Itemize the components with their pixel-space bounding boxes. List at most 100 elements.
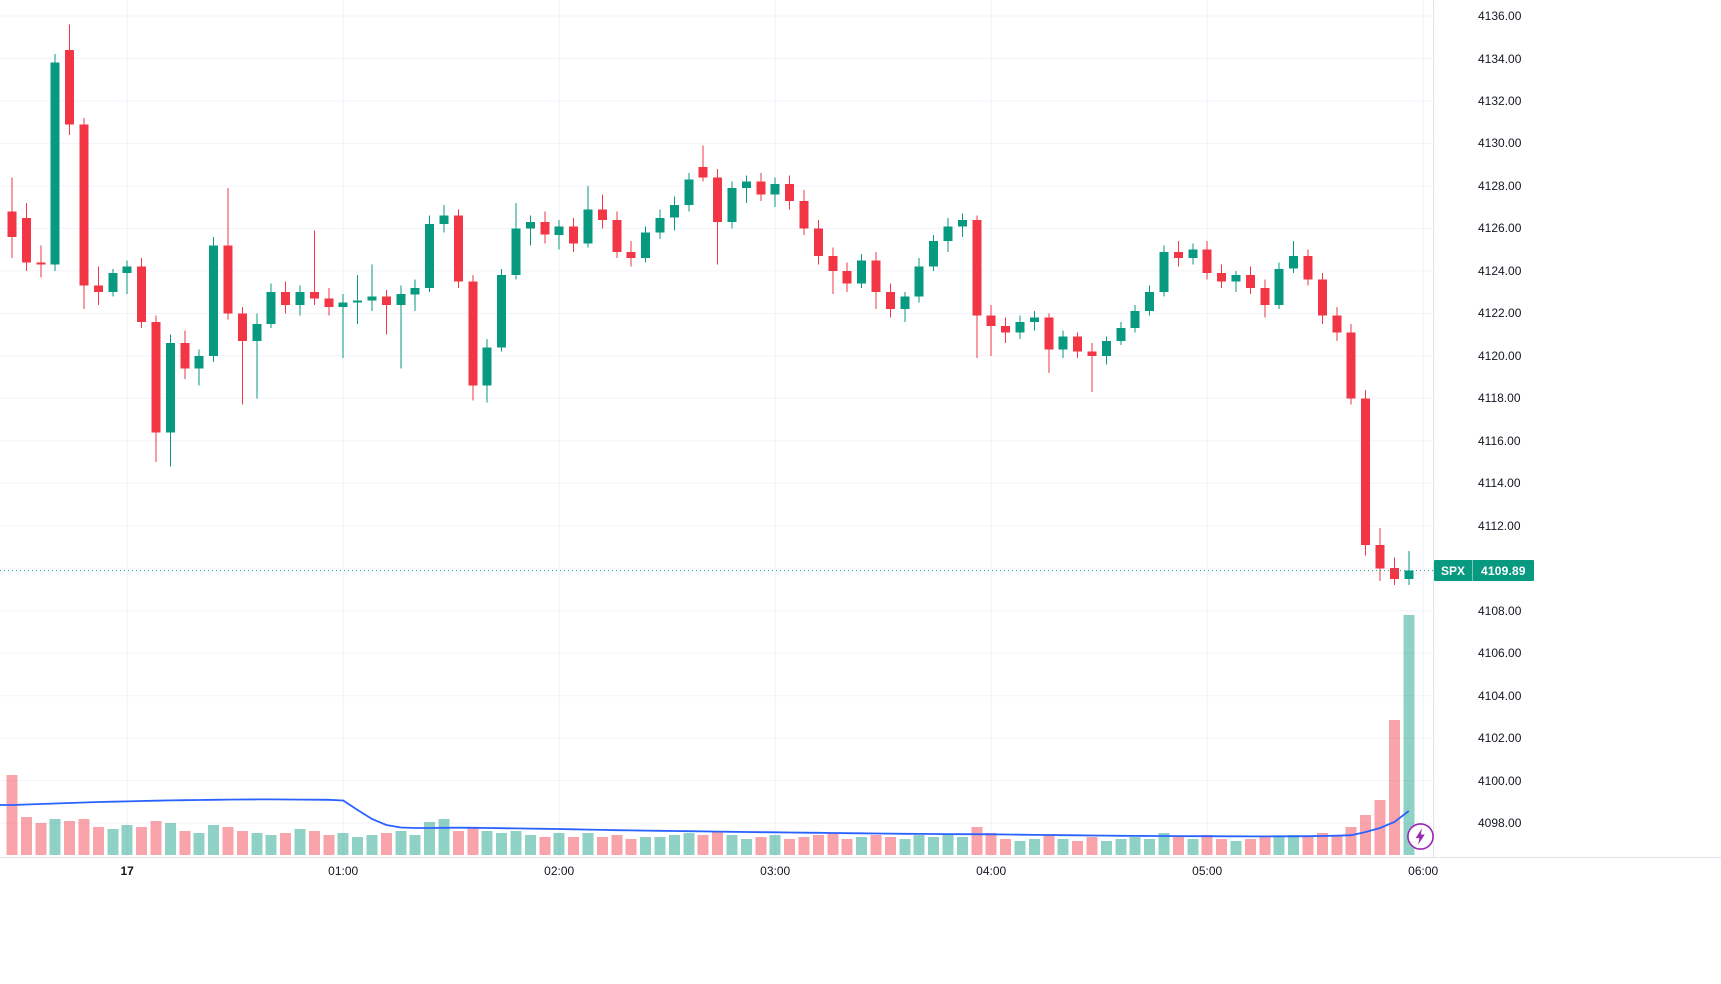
last-price-tag-symbol: SPX <box>1441 563 1466 578</box>
volume-bar <box>1172 837 1184 855</box>
candle-body <box>425 224 435 288</box>
candle-body <box>252 324 262 341</box>
candle-body <box>281 292 291 305</box>
candle-body <box>1173 251 1183 259</box>
volume-bar <box>582 833 594 855</box>
volume-bar <box>1201 835 1213 855</box>
volume-bar <box>1086 837 1098 855</box>
time-axis-label: 05:00 <box>1192 864 1223 878</box>
time-axis-label: 03:00 <box>760 864 791 878</box>
price-axis-label: 4100.00 <box>1478 773 1522 788</box>
volume-bar <box>121 825 133 855</box>
candle-body <box>929 241 939 267</box>
volume-bar <box>510 831 522 855</box>
candle-body <box>943 226 953 242</box>
candle-body <box>785 183 795 201</box>
volume-bar <box>452 831 464 855</box>
candle-body <box>986 315 996 327</box>
candle-body <box>209 245 219 356</box>
candle-body <box>381 296 391 305</box>
volume-bar <box>481 831 493 855</box>
time-axis-label: 04:00 <box>976 864 1007 878</box>
volume-bar <box>136 827 148 855</box>
time-axis-label: 06:00 <box>1408 864 1439 878</box>
candle-body <box>1202 249 1212 273</box>
last-price-tag[interactable]: SPX 4109.89 <box>1434 560 1534 582</box>
candle-body <box>597 209 607 220</box>
volume-bar <box>467 827 479 855</box>
volume-bar <box>395 831 407 855</box>
candle-body <box>813 228 823 256</box>
price-axis-label: 4122.00 <box>1478 306 1522 321</box>
candle-body <box>1087 351 1097 356</box>
volume-bar <box>150 821 162 855</box>
volume-bar <box>856 837 868 855</box>
volume-bar <box>49 819 61 855</box>
time-axis-label: 17 <box>120 864 134 878</box>
volume-bar <box>20 817 32 855</box>
volume-bar <box>294 829 306 855</box>
volume-bar <box>92 827 104 855</box>
volume-bar <box>899 839 911 855</box>
candle-body <box>1404 570 1414 579</box>
candle-body <box>79 124 89 286</box>
volume-bar <box>64 821 76 855</box>
candle-body <box>641 232 651 259</box>
price-axis-label: 4102.00 <box>1478 731 1522 746</box>
lightning-bolt-button[interactable] <box>1406 822 1435 851</box>
time-axis[interactable]: 17 01:00 02:00 03:00 04:00 05:00 06:00 <box>0 857 1721 887</box>
candle-body <box>583 209 593 244</box>
candle-body <box>7 211 17 237</box>
time-axis-label: 02:00 <box>544 864 575 878</box>
candle-body <box>957 219 967 227</box>
price-tag-divider <box>1472 560 1474 582</box>
candle-body <box>511 228 521 276</box>
candle-body <box>36 262 46 265</box>
volume-bar <box>265 835 277 855</box>
volume-bar <box>424 822 436 855</box>
candle-body <box>655 217 665 233</box>
candle-body <box>194 355 204 369</box>
price-axis-label: 4130.00 <box>1478 136 1522 151</box>
volume-bar <box>784 839 796 855</box>
candle-body <box>482 347 492 386</box>
price-axis-label: 4114.00 <box>1478 476 1521 491</box>
price-axis[interactable]: 4136.00 4134.00 4132.00 4130.00 4128.00 4126.… <box>1433 0 1721 857</box>
volume-bar <box>1288 835 1300 855</box>
candle-body <box>741 181 751 189</box>
candle-body <box>1375 544 1385 569</box>
volume-bar <box>913 835 925 855</box>
volume-bar <box>1187 839 1199 855</box>
candle-body <box>828 256 838 271</box>
volume-bar <box>798 837 810 855</box>
volume-bar <box>712 831 724 855</box>
lightning-bolt-icon <box>1407 823 1434 850</box>
volume-bar <box>654 837 666 855</box>
price-axis-label: 4128.00 <box>1478 178 1522 193</box>
candle-body <box>324 298 334 307</box>
volume-bar <box>1403 615 1415 855</box>
time-axis-label: 01:00 <box>328 864 359 878</box>
volume-bar <box>35 823 47 855</box>
candle-body <box>1159 251 1169 293</box>
candle-body <box>367 296 377 301</box>
candle-body <box>108 273 118 293</box>
price-axis-label: 4134.00 <box>1478 51 1522 66</box>
candle-body <box>698 166 708 178</box>
volume-bar <box>553 833 565 855</box>
candle-body <box>1101 341 1111 356</box>
volume-bar <box>812 835 824 855</box>
candle-body <box>295 292 305 305</box>
volume-bar <box>740 839 752 855</box>
candle-body <box>151 321 161 433</box>
candle-body <box>1073 336 1083 352</box>
candle-body <box>1245 275 1255 288</box>
volume-bar <box>193 833 205 855</box>
candle-body <box>180 343 190 369</box>
candle-body <box>1289 256 1299 269</box>
volume-bar <box>1345 827 1357 855</box>
volume-bar <box>352 837 364 855</box>
price-axis-label: 4120.00 <box>1478 348 1522 363</box>
price-axis-label: 4136.00 <box>1478 9 1522 23</box>
